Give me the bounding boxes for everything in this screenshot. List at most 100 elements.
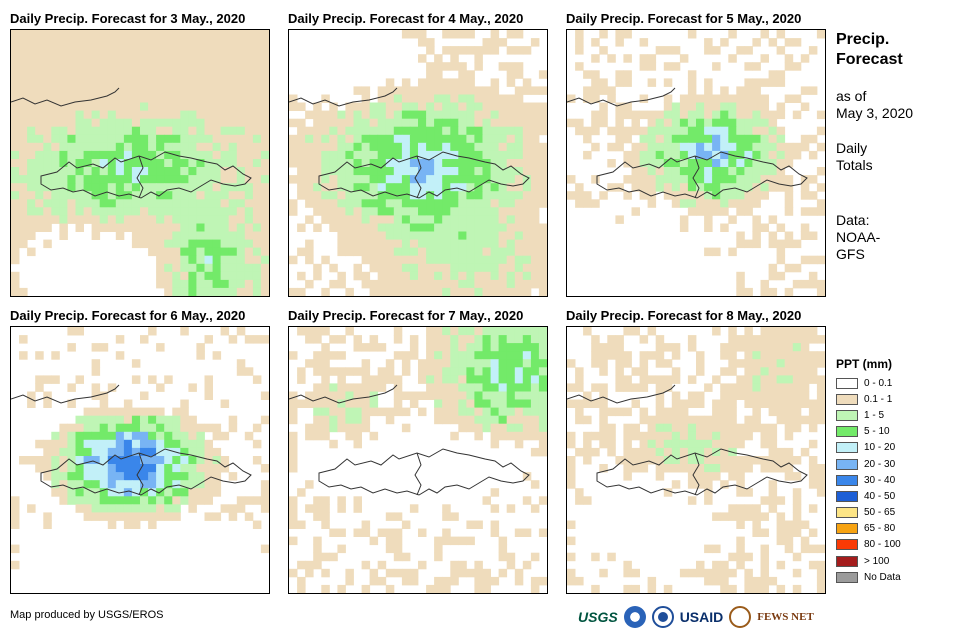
- precip-cell: [220, 327, 230, 336]
- precip-cell: [140, 496, 149, 505]
- precip-cell: [204, 167, 213, 176]
- precip-cell: [418, 367, 427, 376]
- precip-cell: [83, 86, 93, 95]
- precip-cell: [808, 367, 818, 376]
- precip-cell: [599, 30, 608, 39]
- precip-cell: [401, 263, 411, 273]
- precip-cell: [361, 407, 371, 417]
- precip-cell: [712, 175, 721, 184]
- precip-cell: [148, 407, 157, 417]
- precip-cell: [434, 142, 443, 152]
- precip-cell: [99, 399, 109, 408]
- precip-cell: [647, 423, 657, 433]
- precip-cell: [418, 263, 427, 273]
- precip-cell: [148, 431, 157, 441]
- precip-cell: [474, 568, 483, 578]
- precip-cell: [107, 110, 117, 120]
- precip-cell: [236, 223, 246, 232]
- precip-cell: [115, 335, 125, 344]
- precip-cell: [728, 359, 737, 368]
- precip-cell: [305, 279, 314, 289]
- precip-cell: [466, 167, 475, 176]
- precip-cell: [180, 223, 189, 232]
- precip-cell: [418, 142, 427, 152]
- precip-cell: [313, 167, 322, 176]
- precip-cell: [313, 207, 322, 216]
- precip-cell: [75, 431, 84, 441]
- precip-cell: [297, 175, 306, 184]
- precip-cell: [115, 431, 125, 441]
- precip-cell: [768, 78, 778, 87]
- precip-cell: [647, 199, 657, 208]
- precip-cell: [11, 46, 20, 55]
- data-source-line3: GFS: [836, 246, 865, 262]
- precip-cell: [760, 126, 769, 136]
- precip-cell: [393, 351, 403, 360]
- precip-cell: [337, 142, 346, 152]
- precip-cell: [140, 183, 149, 192]
- precip-cell: [297, 399, 306, 408]
- precip-cell: [514, 110, 524, 120]
- precip-cell: [728, 512, 737, 521]
- precip-cell: [107, 46, 117, 55]
- precip-cell: [83, 110, 93, 120]
- precip-cell: [260, 142, 269, 152]
- precip-cell: [204, 134, 213, 144]
- precip-cell: [816, 207, 825, 216]
- precip-cell: [631, 568, 640, 578]
- precip-cell: [752, 223, 761, 232]
- precip-cell: [51, 456, 60, 465]
- precip-cell: [458, 150, 467, 160]
- precip-cell: [236, 191, 246, 200]
- precip-cell: [212, 94, 222, 103]
- precip-cell: [99, 431, 109, 441]
- precip-cell: [728, 552, 737, 562]
- precip-cell: [466, 279, 475, 289]
- precip-cell: [107, 415, 117, 425]
- precip-cell: [123, 78, 133, 87]
- precip-cell: [514, 279, 524, 289]
- precip-cell: [687, 464, 697, 473]
- precip-cell: [289, 175, 298, 184]
- precip-cell: [442, 584, 451, 593]
- precip-cell: [393, 279, 403, 289]
- precip-cell: [123, 431, 133, 441]
- precip-cell: [297, 375, 306, 384]
- precip-cell: [115, 175, 125, 184]
- precip-cell: [393, 94, 403, 103]
- precip-cell: [180, 167, 189, 176]
- precip-cell: [607, 183, 616, 192]
- precip-cell: [426, 199, 435, 208]
- precip-cell: [393, 327, 403, 336]
- precip-cell: [744, 239, 753, 249]
- precip-cell: [19, 102, 28, 111]
- precip-cell: [260, 480, 269, 489]
- precip-cell: [401, 150, 411, 160]
- precip-cell: [244, 431, 254, 441]
- precip-cell: [196, 62, 205, 71]
- precip-cell: [728, 142, 737, 152]
- precip-cell: [607, 54, 616, 63]
- precip-cell: [75, 118, 84, 128]
- precip-cell: [591, 118, 600, 128]
- precip-cell: [760, 335, 769, 344]
- precip-cell: [450, 383, 459, 392]
- precip-cell: [498, 175, 508, 184]
- precip-cell: [353, 191, 362, 200]
- precip-cell: [385, 375, 395, 384]
- precip-cell: [107, 175, 117, 184]
- precip-cell: [164, 472, 173, 481]
- precip-cell: [228, 223, 238, 232]
- precip-cell: [35, 94, 44, 103]
- precip-cell: [59, 142, 68, 152]
- precip-cell: [631, 423, 640, 433]
- precip-cell: [156, 102, 165, 111]
- precip-cell: [768, 464, 778, 473]
- precip-cell: [123, 86, 133, 95]
- precip-cell: [514, 231, 524, 240]
- precip-cell: [623, 407, 632, 417]
- precip-cell: [736, 552, 745, 562]
- precip-cell: [196, 496, 205, 505]
- legend-item: 30 - 40: [836, 472, 966, 488]
- precip-cell: [434, 375, 443, 384]
